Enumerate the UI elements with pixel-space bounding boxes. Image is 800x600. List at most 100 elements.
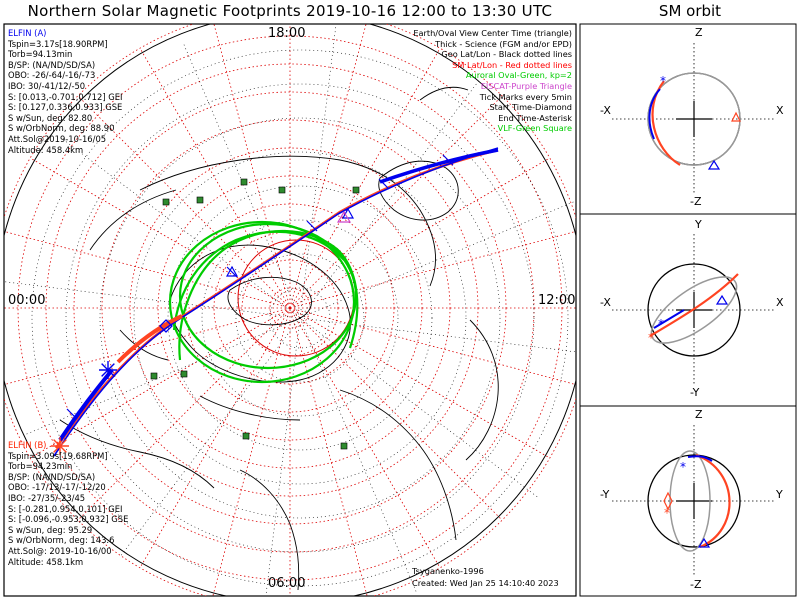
sm3-orbit-gray — [669, 450, 711, 552]
elfin-a-info: ELFIN (A) Tspin=3.17s[18.90RPM] Torb=94.… — [8, 28, 123, 155]
elfin-a-science-segment — [58, 368, 114, 442]
elfin-b-line: S: [-0.096,-0.953,0.932] GSE — [8, 514, 129, 525]
chart-title: Northern Solar Magnetic Footprints 2019-… — [27, 2, 553, 20]
vlf-square — [150, 372, 158, 380]
sm2-asterisk: * — [648, 331, 654, 345]
sm3-asterisk: * — [680, 460, 686, 474]
mlt-label-top: 18:00 — [268, 26, 306, 41]
vlf-square — [242, 432, 250, 440]
end-asterisk — [51, 437, 69, 455]
legend-entry: Start Time-Diamond — [489, 102, 572, 113]
geo-longitude-line — [299, 317, 418, 595]
sm2-left-label: -X — [600, 296, 611, 309]
elfin-b-track — [54, 148, 499, 449]
elfin-a-line: Torb=94.13min — [8, 49, 73, 60]
sm-longitude-line — [213, 24, 291, 309]
vlf-square — [162, 198, 170, 206]
mlt-label-bottom: 06:00 — [268, 576, 306, 591]
start-diamond — [159, 319, 173, 333]
elfin-a-line: S w/OrbNorm, deg: 88.90 — [8, 123, 115, 134]
sm-longitude-line — [289, 307, 551, 459]
orbit-tracks — [51, 147, 499, 457]
sm3-top-label: Z — [695, 408, 703, 421]
elfin-b-science-segment — [116, 314, 183, 364]
geo-latitude-ring — [167, 185, 433, 451]
elfin-a-name: ELFIN (A) — [8, 28, 47, 38]
geo-longitude-line — [299, 200, 576, 319]
sm2-right-label: X — [776, 296, 784, 309]
track-tick-mark — [378, 178, 390, 190]
sm-orbit-panel-1: * — [612, 43, 776, 195]
vlf-square — [240, 178, 248, 186]
sm3-asterisk: * — [664, 506, 670, 520]
legend-entry: Auroral Oval-Green, kp=2 — [465, 70, 572, 81]
sm-longitude-line — [289, 307, 368, 596]
vlf-square — [180, 370, 188, 378]
sm-orbit-panel-2: ** — [612, 234, 776, 386]
sm1-bottom-label: -Z — [690, 195, 702, 208]
sm2-top-label: Y — [695, 218, 702, 231]
sm2-bottom-label: -Y — [690, 386, 700, 399]
geo-longitude-line — [299, 317, 540, 499]
sm-earth-circle — [647, 454, 741, 548]
track-tick-mark — [442, 154, 454, 166]
sm-longitude-line — [139, 47, 291, 309]
track-tick-mark — [66, 408, 78, 420]
legend-entry: End Time-Asterisk — [498, 112, 572, 123]
auroral-oval — [168, 220, 359, 384]
geo-latitude-ring — [201, 219, 399, 417]
sm-longitude-line — [212, 307, 291, 596]
mlt-label-right: 12:00 — [538, 293, 576, 308]
legend-entry: Earth/Oval View Center Time (triangle) — [413, 28, 572, 38]
geo-longitude-line — [265, 317, 301, 596]
sm2-orbit-red — [649, 273, 739, 337]
legend-entry: Thick - Science (FGM and/or EPD) — [435, 38, 572, 49]
geo-latitude-ring — [65, 83, 535, 553]
mlt-label-left: 00:00 — [8, 293, 46, 308]
sm-longitude-line — [139, 307, 291, 569]
elfin-b-line: Att.Sol@: 2019-10-16/00 — [8, 545, 112, 556]
sm-longitude-line — [289, 307, 503, 521]
sm1-left-label: -X — [600, 104, 611, 117]
elfin-a-line: B/SP: (NA/ND/SD/SA) — [8, 59, 96, 70]
geo-longitude-line — [299, 24, 337, 319]
sm3-triangle — [697, 537, 711, 548]
sm-longitude-line — [289, 157, 551, 309]
elfin-b-line: Torb=94.23min — [8, 461, 73, 472]
legend: Earth/Oval View Center Time (triangle) T… — [413, 28, 572, 134]
elfin-a-line: OBO: -26/-64/-16/-73 — [8, 70, 96, 81]
vlf-square — [196, 196, 204, 204]
elfin-b-line: S w/OrbNorm, deg: 143.6 — [8, 535, 115, 546]
geo-grid — [4, 24, 576, 596]
sm1-triangle — [731, 111, 741, 122]
sm2-orbit-blue — [653, 309, 685, 329]
elfin-a-line: S w/Sun, deg: 82.80 — [8, 112, 93, 123]
legend-entry: Tick Marks every 5min — [479, 91, 572, 102]
elfin-b-line: OBO: -17/13/-17/-12/20 — [8, 482, 106, 493]
elfin-b-line: B/SP: (NA/ND/SD/SA) — [8, 471, 96, 482]
sm-longitude-line — [289, 24, 367, 309]
eiscat-triangle — [336, 210, 352, 223]
geo-latitude-ring — [31, 49, 569, 587]
sm-longitude-line — [4, 307, 291, 386]
sm1-asterisk: * — [660, 74, 666, 88]
credit-author: Tsyganenko-1996 — [412, 566, 484, 576]
elfin-b-line: Tspin=3.09s[19.68RPM] — [8, 450, 108, 461]
legend-entry: VLF-Green Square — [497, 123, 572, 134]
view-center-triangle — [225, 265, 239, 277]
credit-created: Created: Wed Jan 25 14:10:40 2023 — [412, 578, 559, 588]
sm-orbit-title: SM orbit — [658, 2, 722, 20]
sm2-triangle — [715, 294, 729, 305]
geo-latitude-ring — [133, 151, 467, 485]
vlf-square — [352, 186, 360, 194]
sm3-diamond — [663, 491, 673, 511]
geo-latitude-ring — [99, 117, 501, 519]
elfin-a-science-segment — [379, 148, 499, 184]
coastlines — [59, 86, 499, 591]
sm-longitude-line — [289, 307, 576, 386]
sm1-right-label: X — [776, 104, 784, 117]
elfin-b-name: ELFIN (B) — [8, 440, 47, 450]
elfin-b-line: S w/Sun, deg: 95.29 — [8, 524, 93, 535]
sm-earth-circle — [647, 263, 741, 357]
